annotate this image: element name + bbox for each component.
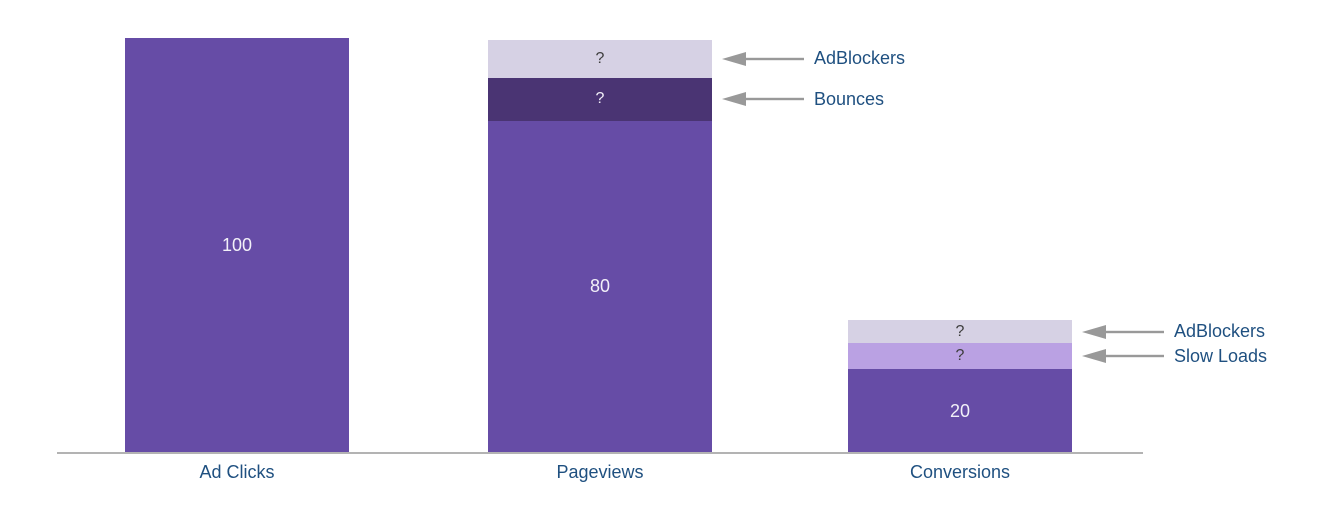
bar-value-label: 100 [221, 235, 253, 255]
category-label-conversions: Conversions [909, 462, 1011, 482]
annotation-label: AdBlockers [814, 48, 906, 69]
left-arrow-icon [722, 92, 804, 107]
bar-segment-conversions: 20 [848, 369, 1072, 452]
bar-value-label: ? [955, 322, 965, 340]
annotation-label: Slow Loads [1174, 345, 1268, 366]
bar-value-label: ? [595, 49, 605, 67]
bar-segment-slow-loads: ? [848, 343, 1072, 370]
bar-value-label: ? [955, 347, 965, 365]
annotation-slow-loads: Slow Loads [1082, 344, 1267, 368]
bar-segment-pageviews: 80 [488, 120, 712, 452]
bar-segment-bounces: ? [488, 77, 712, 121]
annotation-label: AdBlockers [1174, 321, 1266, 342]
left-arrow-icon [1082, 349, 1164, 364]
bar-pageviews: ?? 80 [488, 39, 712, 452]
annotation-adblockers: AdBlockers [1082, 320, 1265, 344]
bar-value-label: 80 [589, 276, 611, 297]
bar-ad-clicks: 100 [125, 38, 349, 452]
bar-conversions: ?? 20 [848, 319, 1072, 452]
bar-segment-ad-clicks: 100 [125, 38, 349, 452]
bar-segment-adblockers: ? [848, 319, 1072, 344]
left-arrow-icon [1082, 324, 1164, 339]
annotation-adblockers: AdBlockers [722, 47, 905, 71]
annotation-bounces: Bounces [722, 87, 884, 111]
bar-value-label: 20 [949, 400, 971, 421]
annotation-label: Bounces [814, 88, 885, 109]
category-label-pageviews: Pageviews [556, 462, 644, 482]
bar-segment-adblockers: ? [488, 39, 712, 78]
bar-value-label: ? [595, 90, 605, 108]
category-label-ad-clicks: Ad Clicks [199, 462, 275, 482]
x-axis-line [57, 452, 1143, 454]
left-arrow-icon [722, 51, 804, 66]
